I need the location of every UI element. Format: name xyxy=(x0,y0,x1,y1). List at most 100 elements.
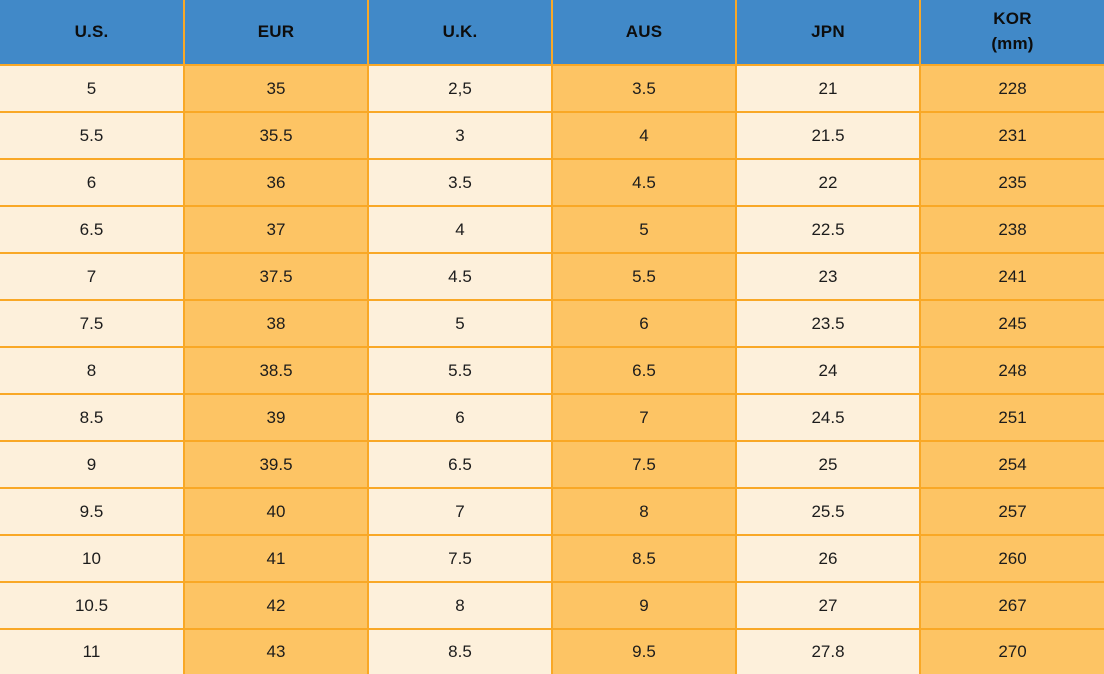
table-row: 5.5 35.5 3 4 21.5 231 xyxy=(0,111,1104,160)
table-cell: 26 xyxy=(735,534,921,583)
table-cell: 8 xyxy=(367,581,553,630)
table-cell: 9 xyxy=(0,440,185,489)
table-cell: 4.5 xyxy=(551,158,737,207)
column-header-us: U.S. xyxy=(0,0,185,66)
table-row: 8.5 39 6 7 24.5 251 xyxy=(0,393,1104,442)
table-cell: 22.5 xyxy=(735,205,921,254)
table-cell: 8.5 xyxy=(551,534,737,583)
table-cell: 7 xyxy=(0,252,185,301)
table-cell: 5 xyxy=(367,299,553,348)
table-cell: 5 xyxy=(0,64,185,113)
table-cell: 37 xyxy=(183,205,369,254)
table-cell: 39 xyxy=(183,393,369,442)
table-cell: 231 xyxy=(919,111,1104,160)
table-cell: 7.5 xyxy=(367,534,553,583)
table-cell: 38 xyxy=(183,299,369,348)
table-body: 5 35 2,5 3.5 21 228 5.5 35.5 3 4 21.5 231 6 36 3.5 4.5 2… xyxy=(0,64,1104,674)
table-row: 10 41 7.5 8.5 26 260 xyxy=(0,534,1104,583)
table-header: U.S. EUR U.K. AUS JPN KOR (mm) xyxy=(0,0,1104,66)
table-cell: 3.5 xyxy=(367,158,553,207)
table-cell: 11 xyxy=(0,628,185,674)
table-cell: 5.5 xyxy=(0,111,185,160)
table-cell: 24.5 xyxy=(735,393,921,442)
table-cell: 40 xyxy=(183,487,369,536)
table-cell: 24 xyxy=(735,346,921,395)
table-cell: 6.5 xyxy=(551,346,737,395)
table-row: 7 37.5 4.5 5.5 23 241 xyxy=(0,252,1104,301)
table-cell: 251 xyxy=(919,393,1104,442)
table-cell: 3 xyxy=(367,111,553,160)
table-cell: 7.5 xyxy=(0,299,185,348)
table-cell: 10 xyxy=(0,534,185,583)
table-cell: 4 xyxy=(551,111,737,160)
table-cell: 36 xyxy=(183,158,369,207)
table-cell: 8.5 xyxy=(0,393,185,442)
column-header-kor-mm: KOR (mm) xyxy=(919,0,1104,66)
column-header-jpn: JPN xyxy=(735,0,921,66)
table-cell: 41 xyxy=(183,534,369,583)
table-cell: 23 xyxy=(735,252,921,301)
table-cell: 235 xyxy=(919,158,1104,207)
table-cell: 35 xyxy=(183,64,369,113)
table-row: 9.5 40 7 8 25.5 257 xyxy=(0,487,1104,536)
table-cell: 228 xyxy=(919,64,1104,113)
table-cell: 9.5 xyxy=(551,628,737,674)
table-cell: 27.8 xyxy=(735,628,921,674)
table-cell: 6 xyxy=(0,158,185,207)
table-cell: 3.5 xyxy=(551,64,737,113)
table-cell: 267 xyxy=(919,581,1104,630)
table-cell: 260 xyxy=(919,534,1104,583)
table-cell: 238 xyxy=(919,205,1104,254)
table-cell: 8 xyxy=(0,346,185,395)
table-cell: 25 xyxy=(735,440,921,489)
table-cell: 7 xyxy=(367,487,553,536)
table-cell: 9 xyxy=(551,581,737,630)
column-header-aus: AUS xyxy=(551,0,737,66)
table-row: 10.5 42 8 9 27 267 xyxy=(0,581,1104,630)
table-cell: 8 xyxy=(551,487,737,536)
table-cell: 270 xyxy=(919,628,1104,674)
table-cell: 39.5 xyxy=(183,440,369,489)
column-header-uk: U.K. xyxy=(367,0,553,66)
table-row: 6 36 3.5 4.5 22 235 xyxy=(0,158,1104,207)
table-cell: 2,5 xyxy=(367,64,553,113)
table-cell: 42 xyxy=(183,581,369,630)
table-cell: 21 xyxy=(735,64,921,113)
table-cell: 245 xyxy=(919,299,1104,348)
table-cell: 4.5 xyxy=(367,252,553,301)
table-cell: 6.5 xyxy=(367,440,553,489)
table-cell: 37.5 xyxy=(183,252,369,301)
table-row: 11 43 8.5 9.5 27.8 270 xyxy=(0,628,1104,674)
table-cell: 4 xyxy=(367,205,553,254)
table-cell: 9.5 xyxy=(0,487,185,536)
table-cell: 38.5 xyxy=(183,346,369,395)
table-row: 7.5 38 5 6 23.5 245 xyxy=(0,299,1104,348)
table-cell: 6.5 xyxy=(0,205,185,254)
table-cell: 257 xyxy=(919,487,1104,536)
table-header-row: U.S. EUR U.K. AUS JPN KOR (mm) xyxy=(0,0,1104,66)
table-cell: 254 xyxy=(919,440,1104,489)
table-cell: 23.5 xyxy=(735,299,921,348)
table-row: 6.5 37 4 5 22.5 238 xyxy=(0,205,1104,254)
table-row: 8 38.5 5.5 6.5 24 248 xyxy=(0,346,1104,395)
table-cell: 5.5 xyxy=(367,346,553,395)
table-cell: 22 xyxy=(735,158,921,207)
column-header-eur: EUR xyxy=(183,0,369,66)
table-cell: 248 xyxy=(919,346,1104,395)
table-cell: 27 xyxy=(735,581,921,630)
table-cell: 8.5 xyxy=(367,628,553,674)
table-cell: 35.5 xyxy=(183,111,369,160)
table-cell: 43 xyxy=(183,628,369,674)
table-cell: 6 xyxy=(367,393,553,442)
table-cell: 7 xyxy=(551,393,737,442)
table-cell: 241 xyxy=(919,252,1104,301)
table-cell: 5 xyxy=(551,205,737,254)
table-cell: 5.5 xyxy=(551,252,737,301)
table-cell: 7.5 xyxy=(551,440,737,489)
table-cell: 10.5 xyxy=(0,581,185,630)
table-row: 5 35 2,5 3.5 21 228 xyxy=(0,64,1104,113)
table-cell: 6 xyxy=(551,299,737,348)
table-cell: 21.5 xyxy=(735,111,921,160)
table-cell: 25.5 xyxy=(735,487,921,536)
